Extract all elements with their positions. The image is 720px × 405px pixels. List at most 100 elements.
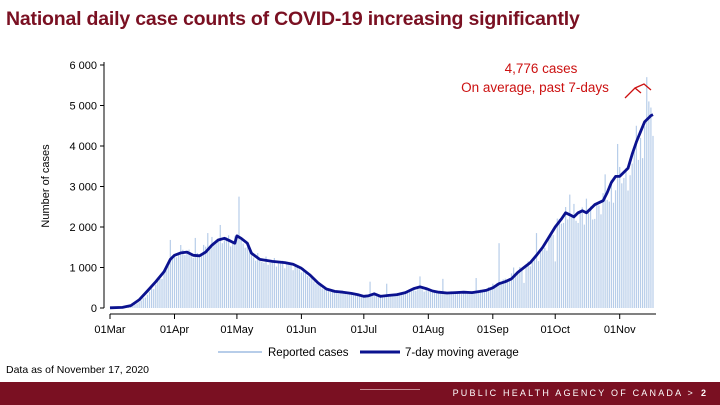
bar — [619, 166, 621, 308]
bar — [515, 275, 517, 308]
bar — [365, 294, 367, 308]
bar — [327, 289, 330, 308]
bar — [542, 249, 544, 308]
bar — [217, 239, 219, 308]
bar — [205, 246, 207, 308]
bar — [421, 289, 423, 308]
bar — [427, 290, 429, 308]
bar — [485, 289, 488, 308]
bar — [504, 278, 506, 308]
bar — [192, 257, 194, 308]
bar — [265, 256, 267, 308]
bar — [367, 295, 369, 308]
bar — [571, 214, 573, 308]
bar — [406, 293, 409, 308]
bar — [473, 291, 475, 308]
bar — [175, 257, 178, 308]
bar — [338, 293, 340, 308]
bar — [594, 218, 596, 308]
bar — [577, 222, 579, 308]
bar — [600, 214, 602, 308]
bar — [373, 295, 375, 308]
bar — [546, 250, 548, 308]
bar — [263, 262, 265, 308]
bar — [562, 222, 565, 308]
bar — [581, 207, 583, 308]
bar — [481, 290, 483, 308]
bar — [454, 292, 456, 308]
bar — [307, 276, 309, 308]
bar — [244, 247, 246, 308]
bar — [431, 292, 434, 308]
bar — [159, 278, 161, 308]
bar — [194, 237, 196, 308]
bar — [169, 239, 171, 308]
bar — [282, 260, 284, 308]
legend-swatch-reported — [218, 351, 262, 353]
bar — [589, 206, 592, 308]
bar — [550, 235, 552, 308]
x-tick-label: 01May — [220, 324, 254, 336]
bar — [573, 203, 575, 308]
bar — [252, 257, 255, 308]
bar — [440, 292, 442, 308]
bar — [461, 294, 463, 308]
bar — [350, 293, 352, 308]
bar — [171, 257, 174, 308]
bar — [598, 205, 600, 308]
bar — [548, 236, 550, 308]
bar — [311, 275, 313, 308]
bar — [390, 295, 392, 308]
bar — [631, 163, 633, 308]
bar — [488, 286, 490, 308]
bar — [354, 294, 357, 308]
bar — [188, 249, 190, 308]
bar — [234, 236, 236, 308]
bar — [288, 262, 290, 308]
bar — [250, 255, 253, 308]
y-tick-label: 4 000 — [69, 141, 97, 153]
bar — [438, 292, 440, 308]
bar — [267, 264, 269, 308]
bar — [498, 243, 500, 308]
bar — [319, 284, 321, 308]
bar — [275, 266, 278, 308]
y-tick-label: 5 000 — [69, 101, 97, 113]
bar — [544, 247, 546, 308]
bar — [198, 255, 201, 308]
bar — [585, 198, 588, 308]
y-ticks: 0 1 000 2 000 3 000 4 000 5 000 6 000 — [69, 60, 104, 315]
bar — [379, 294, 382, 308]
bar — [535, 233, 538, 308]
bar — [604, 174, 606, 308]
bar — [540, 252, 542, 308]
bar — [211, 236, 213, 308]
bar — [575, 220, 577, 308]
bar — [232, 243, 234, 308]
bar — [469, 293, 471, 308]
bar — [531, 261, 533, 308]
footer-bar: PUBLIC HEALTH AGENCY OF CANADA >2 — [0, 382, 720, 405]
bar — [642, 158, 644, 308]
bar — [411, 288, 413, 308]
bar — [340, 292, 342, 308]
bar — [552, 234, 554, 308]
bar — [286, 262, 288, 308]
bar — [144, 297, 146, 308]
bar — [271, 261, 273, 308]
bar — [167, 266, 169, 308]
bar — [246, 247, 248, 308]
bar — [465, 291, 467, 308]
bar — [298, 269, 300, 308]
bar — [173, 255, 176, 308]
bar — [148, 291, 151, 308]
moving-average-line — [109, 113, 654, 310]
bar — [300, 272, 302, 308]
bar — [523, 282, 525, 308]
bar — [161, 278, 163, 308]
bar — [635, 125, 637, 308]
bar — [138, 302, 140, 308]
bar — [652, 135, 654, 309]
bar — [329, 292, 332, 308]
bar — [396, 292, 398, 308]
